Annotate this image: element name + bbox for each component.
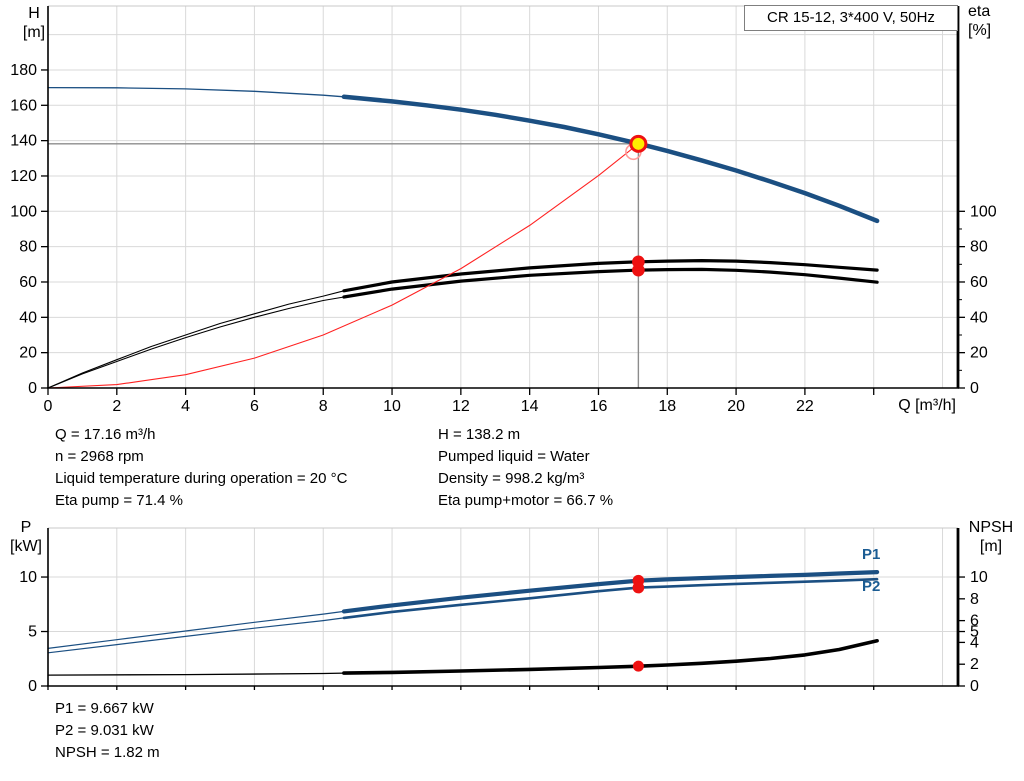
svg-text:20: 20: [970, 345, 988, 362]
info-eta-pump: Eta pump = 71.4 %: [55, 492, 183, 509]
svg-text:40: 40: [19, 309, 37, 326]
p1-curve-label: P1: [862, 546, 881, 563]
svg-text:100: 100: [970, 203, 997, 220]
svg-text:0: 0: [970, 380, 979, 397]
svg-text:16: 16: [590, 398, 608, 415]
eta-axis-title: eta [%]: [968, 3, 992, 39]
info-h: H = 138.2 m: [438, 426, 521, 443]
head-curve-thin: [47, 86, 345, 98]
p2-curve: [342, 577, 879, 620]
svg-text:5: 5: [28, 624, 37, 641]
svg-text:0: 0: [28, 380, 37, 397]
duty-point-marker[interactable]: [629, 134, 648, 153]
info-pumped-liquid: Pumped liquid = Water: [438, 448, 590, 465]
svg-text:22: 22: [796, 398, 814, 415]
svg-text:10: 10: [19, 569, 37, 586]
h-axis-title: H [m]: [22, 5, 46, 41]
npsh-curve: [342, 638, 879, 675]
p1-curve: [341, 569, 880, 614]
q-axis-title: Q [m³/h]: [898, 397, 956, 414]
svg-text:100: 100: [10, 203, 37, 220]
p-axis-title: P [kW]: [10, 519, 42, 555]
svg-text:12: 12: [452, 398, 470, 415]
npsh-curve-thin: [47, 672, 345, 676]
npsh-axis-title: NPSH [m]: [968, 519, 1014, 555]
performance-chart-tick-labels: 0 2 4 6 8 10 12 14 16 18 20 22 0 20 40 60 80 100 120 140 160…: [10, 62, 997, 415]
svg-text:8: 8: [319, 398, 328, 415]
svg-text:4: 4: [181, 398, 190, 415]
p2-curve-thin: [47, 617, 345, 654]
svg-text:14: 14: [521, 398, 539, 415]
eta-pump-motor-curve: [342, 267, 879, 299]
pump-title-box: CR 15-12, 3*400 V, 50Hz: [744, 5, 958, 31]
svg-text:6: 6: [250, 398, 259, 415]
power-npsh-chart-ticks: [41, 576, 965, 690]
performance-chart-grid: [48, 6, 958, 388]
power-npsh-chart-grid: [48, 528, 958, 686]
result-npsh: NPSH = 1.82 m: [55, 744, 160, 761]
svg-text:60: 60: [970, 274, 988, 291]
eta-pump-motor-point: [632, 263, 645, 277]
performance-chart: 0 2 4 6 8 10 12 14 16 18 20 22 0 20 40 60 80 100 120 140 160…: [10, 5, 997, 415]
info-q: Q = 17.16 m³/h: [55, 426, 156, 443]
results-panel: P1 = 9.667 kW P2 = 9.031 kW NPSH = 1.82 …: [55, 698, 160, 764]
svg-text:140: 140: [10, 133, 37, 150]
performance-chart-ticks: [41, 69, 965, 395]
info-speed: n = 2968 rpm: [55, 448, 144, 465]
svg-text:5: 5: [970, 624, 979, 641]
svg-text:80: 80: [970, 239, 988, 256]
svg-text:0: 0: [970, 678, 979, 695]
svg-text:6: 6: [970, 613, 979, 630]
svg-text:10: 10: [383, 398, 401, 415]
p2-point: [632, 581, 645, 594]
svg-text:2: 2: [112, 398, 121, 415]
svg-text:0: 0: [28, 678, 37, 695]
head-curve: [341, 94, 880, 224]
svg-text:0: 0: [44, 398, 53, 415]
svg-text:40: 40: [970, 309, 988, 326]
svg-text:18: 18: [658, 398, 676, 415]
info-eta-pump-motor: Eta pump+motor = 66.7 %: [438, 492, 614, 509]
eta-pump-motor-curve-thin: [47, 296, 345, 389]
npsh-point: [632, 660, 644, 672]
svg-text:4: 4: [970, 634, 979, 651]
system-curve: [47, 143, 639, 389]
svg-text:120: 120: [10, 168, 37, 185]
eta-pump-curve-thin: [47, 290, 345, 389]
svg-text:160: 160: [10, 97, 37, 114]
result-p1: P1 = 9.667 kW: [55, 700, 154, 717]
svg-text:20: 20: [727, 398, 745, 415]
info-panel-right: H = 138.2 m Pumped liquid = Water Densit…: [438, 424, 613, 512]
info-density: Density = 998.2 kg/m³: [438, 470, 585, 487]
info-panel-left: Q = 17.16 m³/h n = 2968 rpm Liquid tempe…: [55, 424, 347, 512]
info-liquid-temp: Liquid temperature during operation = 20…: [55, 470, 348, 487]
result-p2: P2 = 9.031 kW: [55, 722, 154, 739]
svg-text:20: 20: [19, 345, 37, 362]
svg-text:10: 10: [970, 569, 988, 586]
svg-text:180: 180: [10, 62, 37, 79]
svg-text:2: 2: [970, 656, 979, 673]
svg-text:60: 60: [19, 274, 37, 291]
eta-pump-curve: [342, 259, 879, 293]
svg-text:8: 8: [970, 591, 979, 608]
p1-curve-thin: [47, 610, 345, 650]
svg-text:80: 80: [19, 239, 37, 256]
p2-curve-label: P2: [862, 578, 881, 595]
